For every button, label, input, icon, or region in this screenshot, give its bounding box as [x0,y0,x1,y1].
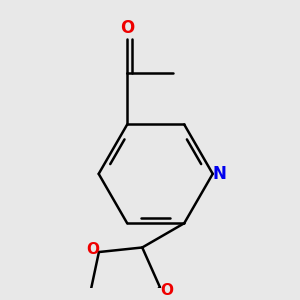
Text: N: N [213,165,227,183]
Text: O: O [160,283,174,298]
Text: O: O [120,19,134,37]
Text: O: O [87,242,100,257]
